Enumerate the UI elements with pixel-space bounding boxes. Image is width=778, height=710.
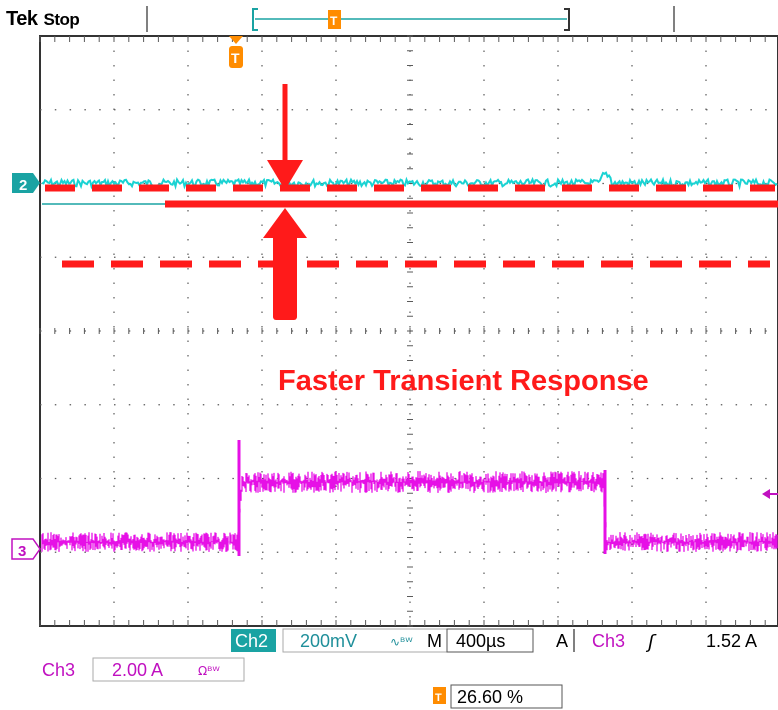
graticule-grid bbox=[39, 35, 778, 627]
acquisition-status: Stop bbox=[43, 10, 80, 29]
annotation-text: Faster Transient Response bbox=[278, 365, 649, 397]
trigger-position-icon[interactable]: T bbox=[328, 10, 341, 29]
brand-header: Tek Stop bbox=[6, 8, 80, 31]
ch2-scale: 200mV bbox=[300, 631, 357, 651]
trigger-position-readout-icon bbox=[433, 687, 446, 704]
timebase-box[interactable] bbox=[446, 628, 534, 653]
ch2-label-box[interactable] bbox=[231, 629, 276, 652]
timebase: 400µs bbox=[456, 631, 505, 651]
ch3-coupling-icon: Ωᴮᵂ bbox=[198, 664, 220, 678]
trigger-level[interactable]: 1.52 A bbox=[706, 631, 757, 651]
ch2-marker-label: 2 bbox=[19, 177, 27, 194]
ch3-marker[interactable]: 3 bbox=[11, 538, 41, 560]
down-arrow-icon bbox=[267, 160, 303, 190]
acq-mode: A bbox=[556, 631, 568, 651]
trigger-position-label: T bbox=[330, 14, 338, 28]
record-view-bar bbox=[252, 8, 570, 31]
ch3-marker-label: 3 bbox=[18, 543, 26, 560]
trigger-position-box[interactable] bbox=[450, 684, 563, 709]
up-arrow-icon bbox=[263, 208, 307, 238]
ch2-trace bbox=[41, 171, 778, 191]
up-arrow-shaft bbox=[273, 235, 297, 320]
ch3-trace bbox=[41, 471, 778, 552]
ch3-scale-box[interactable] bbox=[92, 657, 245, 682]
offscreen-indicator-icon bbox=[762, 489, 778, 499]
readout-panel: Ch2 200mV ∿ᴮᵂ M 400µs A Ch3 ʃ 1.52 A Ch3… bbox=[42, 628, 757, 709]
trigger-source[interactable]: Ch3 bbox=[592, 631, 625, 651]
annotation-overlay: Faster Transient Response bbox=[45, 84, 778, 397]
ch3-label[interactable]: Ch3 bbox=[42, 660, 75, 680]
ch2-bandwidth-icon: ∿ᴮᵂ bbox=[390, 635, 413, 649]
trigger-marker-label: T bbox=[231, 50, 240, 66]
rising-edge-icon: ʃ bbox=[645, 631, 657, 653]
ch3-waveform bbox=[41, 440, 778, 556]
trigger-position-readout-marker: T bbox=[435, 692, 442, 704]
ch3-scale: 2.00 A bbox=[112, 660, 163, 680]
brand-logo: Tek bbox=[6, 8, 38, 30]
timebase-prefix: M bbox=[427, 631, 442, 651]
ch2-label: Ch2 bbox=[235, 631, 268, 651]
ch2-marker[interactable]: 2 bbox=[12, 173, 40, 194]
ch2-waveform bbox=[41, 171, 778, 205]
trigger-marker-icon[interactable]: T bbox=[229, 36, 243, 68]
trigger-position: 26.60 % bbox=[457, 687, 523, 707]
